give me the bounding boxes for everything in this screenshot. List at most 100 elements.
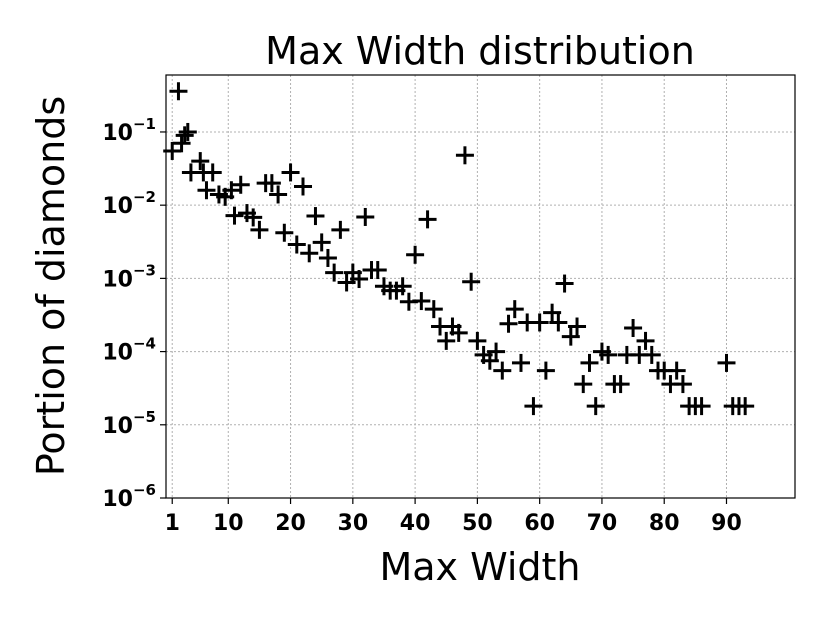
data-point <box>480 351 499 370</box>
data-point <box>536 361 555 380</box>
data-point <box>599 345 618 364</box>
data-point <box>275 223 294 242</box>
data-point <box>624 318 643 337</box>
y-tick-exponent: −2 <box>133 188 156 206</box>
y-tick-exponent: −5 <box>133 408 156 426</box>
data-point <box>262 174 281 193</box>
x-axis-label: Max Width <box>379 545 580 589</box>
data-point <box>325 263 344 282</box>
data-point <box>350 270 369 289</box>
data-point <box>574 375 593 394</box>
x-tick-label: 60 <box>524 511 555 536</box>
y-tick-label: 10−6 <box>102 481 156 512</box>
data-point <box>530 313 549 332</box>
x-axis-ticks: 1 10 20 30 40 50 60 70 80 90 <box>165 498 742 536</box>
data-point <box>312 233 331 252</box>
data-point <box>356 207 375 226</box>
x-tick-label: 50 <box>462 511 493 536</box>
data-point <box>169 82 188 101</box>
data-point <box>611 375 630 394</box>
y-tick-label: 10−1 <box>102 115 156 146</box>
data-point <box>231 175 250 194</box>
data-point <box>424 300 443 319</box>
data-points <box>163 82 755 416</box>
data-point <box>281 163 300 182</box>
data-point <box>717 353 736 372</box>
data-point <box>543 303 562 322</box>
chart-title: Max Width distribution <box>265 29 695 73</box>
x-tick-label: 80 <box>649 511 680 536</box>
x-tick-label: 1 <box>165 511 180 536</box>
data-point <box>244 208 263 227</box>
y-tick-exponent: −1 <box>133 115 156 133</box>
y-axis-label: Portion of diamonds <box>29 96 73 476</box>
data-point <box>178 122 197 141</box>
data-point <box>306 207 325 226</box>
data-point <box>524 397 543 416</box>
y-tick-base: 10 <box>102 267 133 292</box>
y-axis-ticks: 10−610−510−410−310−210−1 <box>102 115 166 512</box>
y-tick-exponent: −3 <box>133 261 156 279</box>
x-tick-label: 10 <box>213 511 244 536</box>
data-point <box>549 313 568 332</box>
data-point <box>468 331 487 350</box>
data-point <box>636 331 655 350</box>
y-tick-base: 10 <box>102 121 133 146</box>
y-tick-label: 10−4 <box>102 335 156 366</box>
data-point <box>568 317 587 336</box>
data-point <box>511 353 530 372</box>
x-tick-label: 70 <box>587 511 618 536</box>
data-point <box>462 272 481 291</box>
data-point <box>250 220 269 239</box>
data-point <box>337 273 356 292</box>
data-point <box>287 235 306 254</box>
x-tick-label: 40 <box>400 511 431 536</box>
data-point <box>191 152 210 171</box>
y-tick-label: 10−5 <box>102 408 156 439</box>
data-point <box>561 327 580 346</box>
data-point <box>269 185 288 204</box>
data-point <box>455 146 474 165</box>
x-tick-label: 30 <box>338 511 369 536</box>
data-point <box>642 345 661 364</box>
data-point <box>418 210 437 229</box>
data-point <box>222 181 241 200</box>
data-point <box>493 361 512 380</box>
data-point <box>203 163 222 182</box>
data-point <box>300 244 319 263</box>
y-tick-exponent: −4 <box>133 335 156 353</box>
data-point <box>505 300 524 319</box>
grid-lines <box>166 75 795 499</box>
data-point <box>331 220 350 239</box>
data-point <box>499 314 518 333</box>
y-tick-base: 10 <box>102 194 133 219</box>
data-point <box>197 181 216 200</box>
data-point <box>667 361 686 380</box>
data-point <box>294 177 313 196</box>
data-point <box>368 261 387 280</box>
data-point <box>555 274 574 293</box>
y-tick-base: 10 <box>102 487 133 512</box>
data-point <box>175 126 194 145</box>
data-point <box>318 248 337 267</box>
data-point <box>580 353 599 372</box>
y-tick-base: 10 <box>102 341 133 366</box>
y-tick-label: 10−2 <box>102 188 156 219</box>
data-point <box>449 323 468 342</box>
y-tick-label: 10−3 <box>102 261 156 292</box>
x-tick-label: 20 <box>275 511 306 536</box>
data-point <box>736 397 755 416</box>
data-point <box>393 277 412 296</box>
data-point <box>586 397 605 416</box>
y-tick-base: 10 <box>102 414 133 439</box>
data-point <box>692 397 711 416</box>
data-point <box>437 331 456 350</box>
data-point <box>412 292 431 311</box>
data-point <box>673 375 692 394</box>
data-point <box>406 245 425 264</box>
data-point <box>225 206 244 225</box>
y-tick-exponent: −6 <box>133 481 156 499</box>
x-tick-label: 90 <box>711 511 742 536</box>
plot-area-frame <box>165 74 796 499</box>
